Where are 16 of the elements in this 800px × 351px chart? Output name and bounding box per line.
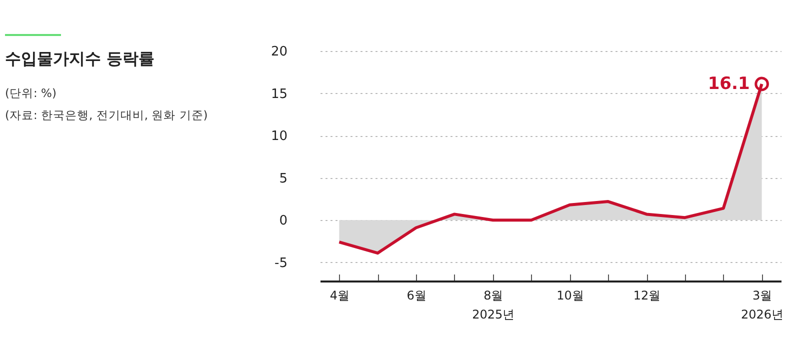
y-tick-label: 20 xyxy=(270,44,288,60)
y-tick-label: 0 xyxy=(279,214,288,229)
text: 수입물가지수 등락률 xyxy=(5,49,156,70)
y-tick-label: 10 xyxy=(270,129,288,144)
y-tick-label: 15 xyxy=(270,86,288,102)
y-tick-label: -5 xyxy=(274,256,288,271)
x-tick-label: 6월 xyxy=(406,288,426,302)
x-tick-label: 10월 xyxy=(556,288,584,302)
text: (자료: 한국은행, 전기대비, 원화 기준) xyxy=(5,108,209,123)
x-tick-label: 8월 2025년 xyxy=(472,288,515,322)
x-tick-label: 3월 2026년 xyxy=(741,288,784,322)
data-label: 16.1 xyxy=(708,74,750,94)
x-tick-label: 12월 xyxy=(633,288,661,302)
text: (단위: %) xyxy=(5,86,58,101)
y-tick-label: 5 xyxy=(279,171,288,186)
x-tick-label: 4월 xyxy=(330,288,350,302)
